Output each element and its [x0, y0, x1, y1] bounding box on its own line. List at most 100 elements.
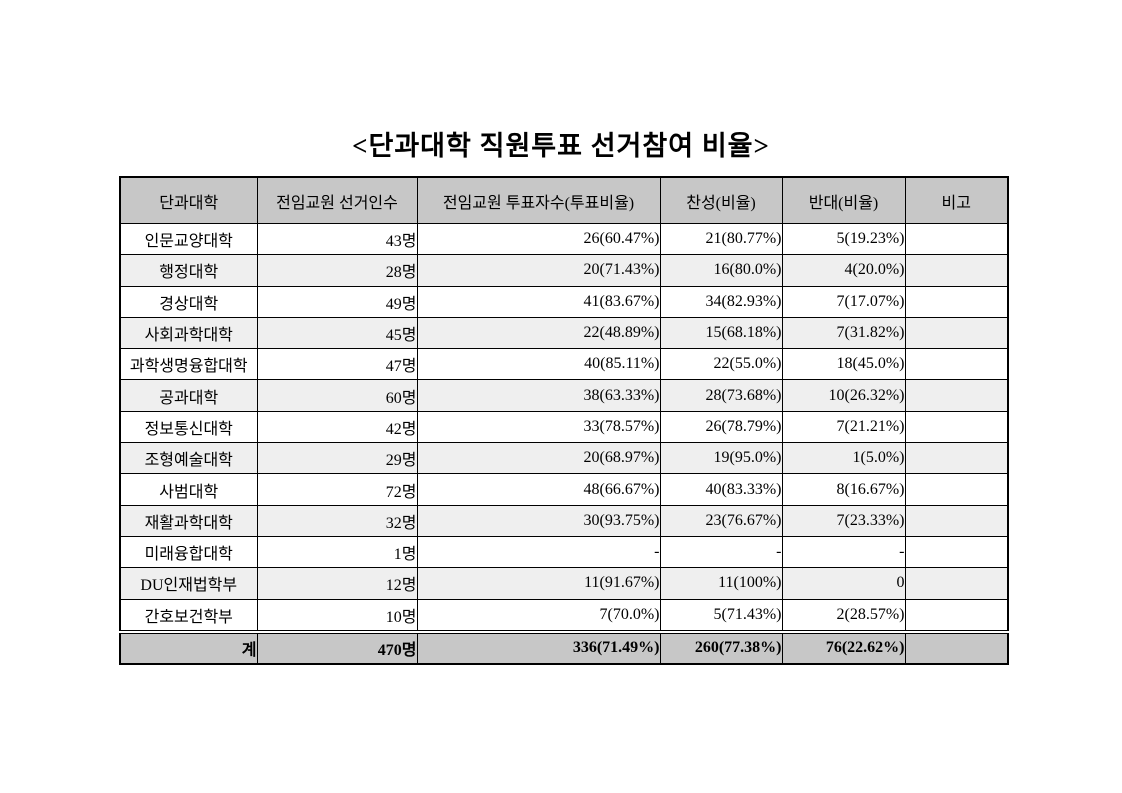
electors-cell: 45명 — [256, 316, 418, 350]
college-cell: 경상대학 — [119, 285, 258, 318]
college-cell: 조형예술대학 — [119, 442, 258, 475]
electors-cell: 47명 — [256, 348, 418, 381]
total-label-cell: 계 — [119, 629, 258, 665]
college-cell: 사범대학 — [119, 473, 258, 506]
approve-cell: 16(80.0%) — [659, 254, 783, 287]
oppose-cell: 1(5.0%) — [781, 442, 906, 475]
col-header-note: 비고 — [904, 176, 1009, 224]
note-cell — [904, 442, 1009, 475]
college-cell: 과학생명융합대학 — [119, 348, 258, 381]
voters-cell: 41(83.67%) — [416, 285, 661, 318]
college-cell: 미래융합대학 — [119, 535, 258, 569]
table-row: 미래융합대학 1명 - - - — [119, 535, 1009, 569]
table-row: DU인재법학부 12명 11(91.67%) 11(100%) 0 — [119, 567, 1009, 600]
table-row: 행정대학 28명 20(71.43%) 16(80.0%) 4(20.0%) — [119, 254, 1009, 287]
electors-cell: 29명 — [256, 442, 418, 475]
voters-cell: 20(71.43%) — [416, 254, 661, 287]
voters-cell: 11(91.67%) — [416, 567, 661, 600]
voters-cell: 20(68.97%) — [416, 442, 661, 475]
approve-cell: 40(83.33%) — [659, 473, 783, 506]
approve-cell: 21(80.77%) — [659, 222, 783, 256]
total-voters-cell: 336(71.49%) — [416, 629, 661, 665]
approve-cell: 23(76.67%) — [659, 504, 783, 537]
oppose-cell: 18(45.0%) — [781, 348, 906, 381]
note-cell — [904, 567, 1009, 600]
college-cell: 간호보건학부 — [119, 598, 258, 633]
total-electors-cell: 470명 — [256, 629, 418, 665]
col-header-approve: 찬성(비율) — [659, 176, 783, 224]
table-row: 과학생명융합대학 47명 40(85.11%) 22(55.0%) 18(45.0%) — [119, 348, 1009, 381]
note-cell — [904, 222, 1009, 256]
approve-cell: 28(73.68%) — [659, 379, 783, 412]
note-cell — [904, 348, 1009, 381]
oppose-cell: - — [781, 535, 906, 569]
approve-cell: 19(95.0%) — [659, 442, 783, 475]
college-cell: 재활과학대학 — [119, 504, 258, 537]
electors-cell: 32명 — [256, 504, 418, 537]
voters-cell: 26(60.47%) — [416, 222, 661, 256]
oppose-cell: 10(26.32%) — [781, 379, 906, 412]
oppose-cell: 7(21.21%) — [781, 410, 906, 444]
electors-cell: 43명 — [256, 222, 418, 256]
table-row: 공과대학 60명 38(63.33%) 28(73.68%) 10(26.32%) — [119, 379, 1009, 412]
oppose-cell: 4(20.0%) — [781, 254, 906, 287]
voters-cell: 30(93.75%) — [416, 504, 661, 537]
table-row: 재활과학대학 32명 30(93.75%) 23(76.67%) 7(23.33%) — [119, 504, 1009, 537]
voters-cell: 38(63.33%) — [416, 379, 661, 412]
vote-results-table: 단과대학 전임교원 선거인수 전임교원 투표자수(투표비율) 찬성(비율) 반대… — [119, 176, 1009, 665]
voters-cell: - — [416, 535, 661, 569]
oppose-cell: 8(16.67%) — [781, 473, 906, 506]
approve-cell: 34(82.93%) — [659, 285, 783, 318]
table-row: 경상대학 49명 41(83.67%) 34(82.93%) 7(17.07%) — [119, 285, 1009, 318]
table-row: 사회과학대학 45명 22(48.89%) 15(68.18%) 7(31.82%) — [119, 316, 1009, 350]
electors-cell: 49명 — [256, 285, 418, 318]
approve-cell: 5(71.43%) — [659, 598, 783, 633]
voters-cell: 7(70.0%) — [416, 598, 661, 633]
college-cell: 행정대학 — [119, 254, 258, 287]
table-header: 단과대학 전임교원 선거인수 전임교원 투표자수(투표비율) 찬성(비율) 반대… — [119, 176, 1009, 224]
note-cell — [904, 504, 1009, 537]
oppose-cell: 7(17.07%) — [781, 285, 906, 318]
approve-cell: 26(78.79%) — [659, 410, 783, 444]
note-cell — [904, 254, 1009, 287]
approve-cell: - — [659, 535, 783, 569]
col-header-oppose: 반대(비율) — [781, 176, 906, 224]
oppose-cell: 5(19.23%) — [781, 222, 906, 256]
note-cell — [904, 285, 1009, 318]
table-row: 간호보건학부 10명 7(70.0%) 5(71.43%) 2(28.57%) — [119, 598, 1009, 633]
electors-cell: 12명 — [256, 567, 418, 600]
table-body: 인문교양대학 43명 26(60.47%) 21(80.77%) 5(19.23%) 행정… — [119, 222, 1009, 633]
voters-cell: 48(66.67%) — [416, 473, 661, 506]
note-cell — [904, 598, 1009, 633]
voters-cell: 22(48.89%) — [416, 316, 661, 350]
total-oppose-cell: 76(22.62%) — [781, 629, 906, 665]
electors-cell: 72명 — [256, 473, 418, 506]
note-cell — [904, 316, 1009, 350]
col-header-voters: 전임교원 투표자수(투표비율) — [416, 176, 661, 224]
oppose-cell: 7(23.33%) — [781, 504, 906, 537]
note-cell — [904, 410, 1009, 444]
note-cell — [904, 535, 1009, 569]
oppose-cell: 0 — [781, 567, 906, 600]
header-row: 단과대학 전임교원 선거인수 전임교원 투표자수(투표비율) 찬성(비율) 반대… — [119, 176, 1009, 224]
page-title: <단과대학 직원투표 선거참여 비율> — [352, 131, 770, 161]
oppose-cell: 7(31.82%) — [781, 316, 906, 350]
table-row: 조형예술대학 29명 20(68.97%) 19(95.0%) 1(5.0%) — [119, 442, 1009, 475]
note-cell — [904, 473, 1009, 506]
table-row: 사범대학 72명 48(66.67%) 40(83.33%) 8(16.67%) — [119, 473, 1009, 506]
approve-cell: 11(100%) — [659, 567, 783, 600]
table-row: 정보통신대학 42명 33(78.57%) 26(78.79%) 7(21.21%) — [119, 410, 1009, 444]
total-row: 계 470명 336(71.49%) 260(77.38%) 76(22.62%… — [119, 629, 1009, 665]
college-cell: DU인재법학부 — [119, 567, 258, 600]
electors-cell: 28명 — [256, 254, 418, 287]
table-footer: 계 470명 336(71.49%) 260(77.38%) 76(22.62%… — [119, 629, 1009, 665]
approve-cell: 15(68.18%) — [659, 316, 783, 350]
oppose-cell: 2(28.57%) — [781, 598, 906, 633]
electors-cell: 10명 — [256, 598, 418, 633]
total-note-cell — [904, 629, 1009, 665]
college-cell: 공과대학 — [119, 379, 258, 412]
electors-cell: 60명 — [256, 379, 418, 412]
college-cell: 사회과학대학 — [119, 316, 258, 350]
table-row: 인문교양대학 43명 26(60.47%) 21(80.77%) 5(19.23%) — [119, 222, 1009, 256]
electors-cell: 1명 — [256, 535, 418, 569]
